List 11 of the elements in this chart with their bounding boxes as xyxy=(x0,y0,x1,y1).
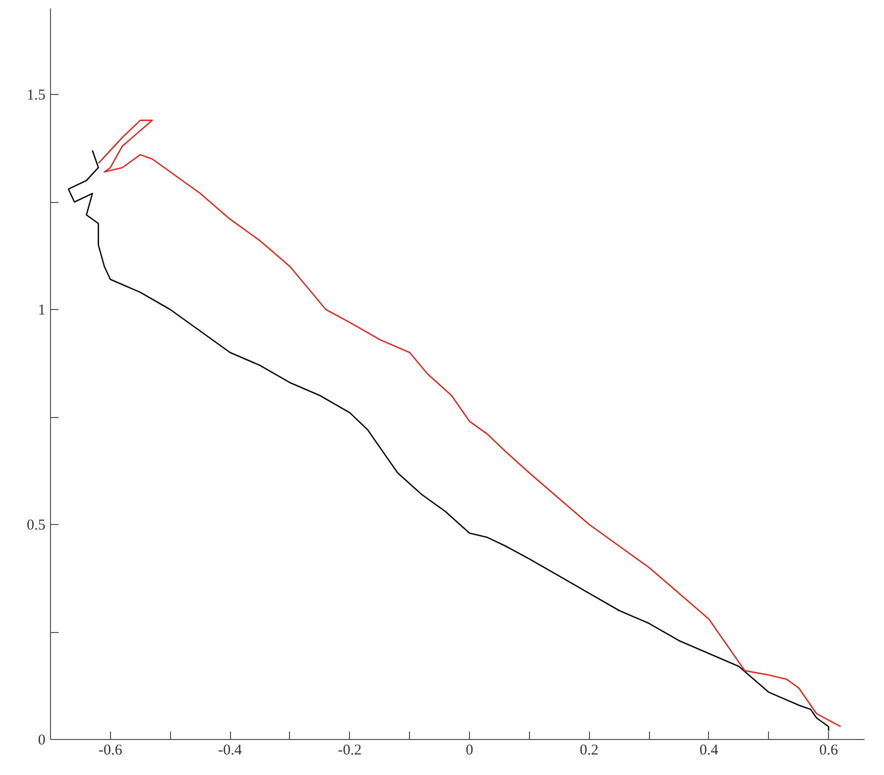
x-tick-label: 0.6 xyxy=(819,742,838,758)
x-tick-label: -0.4 xyxy=(218,742,242,758)
x-tick-label: 0.4 xyxy=(700,742,719,758)
x-tick-label: -0.6 xyxy=(98,742,123,758)
x-tick-label: -0.2 xyxy=(338,742,362,758)
x-tick-label: 0.2 xyxy=(580,742,599,758)
x-tick-label: 0 xyxy=(466,742,474,758)
y-tick-label: 1.5 xyxy=(26,88,46,104)
y-tick-label: 0.5 xyxy=(26,518,46,534)
y-tick-label: 1 xyxy=(38,302,46,318)
y-tick-label: 0 xyxy=(38,732,46,748)
